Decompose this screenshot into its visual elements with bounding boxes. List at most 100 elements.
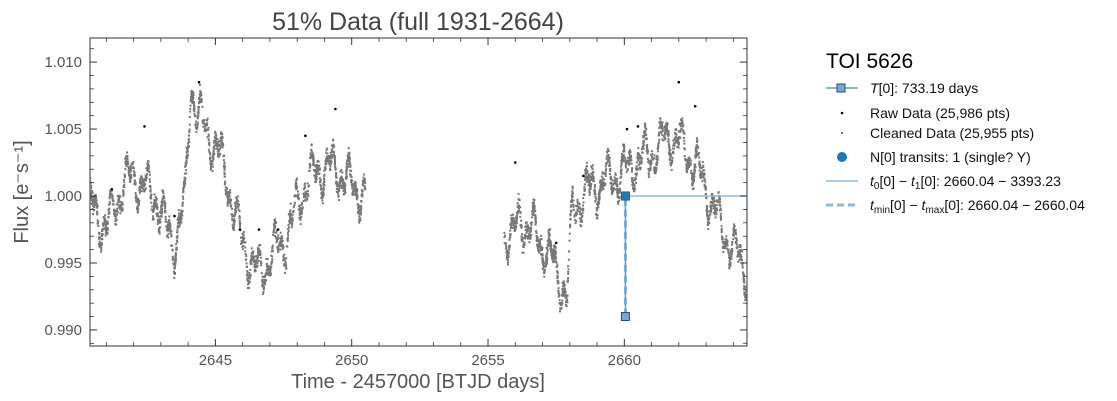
cleaned-point <box>207 135 210 138</box>
cleaned-point <box>744 299 747 302</box>
cleaned-point <box>261 285 264 287</box>
cleaned-point <box>170 244 172 247</box>
cleaned-point <box>130 163 133 166</box>
cleaned-point <box>655 164 658 167</box>
cleaned-point <box>699 172 702 175</box>
cleaned-point <box>179 220 181 223</box>
cleaned-point <box>523 244 526 246</box>
cleaned-point <box>312 162 315 165</box>
cleaned-point <box>303 184 306 187</box>
cleaned-point <box>98 233 101 236</box>
cleaned-point <box>736 250 739 253</box>
cleaned-point <box>364 186 366 189</box>
cleaned-point <box>298 218 301 221</box>
cleaned-point <box>333 159 336 162</box>
cleaned-point <box>693 173 696 176</box>
cleaned-point <box>745 284 747 287</box>
cleaned-point <box>92 199 95 201</box>
cleaned-point <box>608 163 611 166</box>
cleaned-point <box>541 249 543 251</box>
cleaned-point <box>704 188 707 191</box>
cleaned-point <box>351 191 354 194</box>
cleaned-point <box>727 251 730 254</box>
cleaned-point <box>534 221 537 224</box>
cleaned-point <box>174 259 177 262</box>
cleaned-point <box>650 150 653 153</box>
cleaned-point <box>199 91 202 94</box>
cleaned-point <box>548 244 551 247</box>
cleaned-point <box>199 101 202 104</box>
cleaned-point <box>195 120 198 123</box>
cleaned-point <box>595 207 598 210</box>
cleaned-point <box>289 209 292 212</box>
cleaned-point <box>587 184 590 187</box>
cleaned-point <box>234 211 237 214</box>
legend-entry-transits: N[0] transits: 1 (single? Y) <box>837 149 1031 165</box>
cleaned-point <box>289 216 292 219</box>
cleaned-point <box>315 167 318 170</box>
cleaned-point <box>191 90 194 93</box>
cleaned-point <box>547 238 550 241</box>
cleaned-point <box>682 124 685 127</box>
cleaned-point <box>728 260 731 263</box>
cleaned-point <box>634 173 637 176</box>
cleaned-point <box>519 215 522 218</box>
cleaned-point <box>265 269 268 271</box>
cleaned-point <box>731 249 734 252</box>
raw-point <box>197 80 201 84</box>
cleaned-point <box>668 150 671 153</box>
cleaned-point <box>146 166 149 169</box>
cleaned-point <box>358 213 361 216</box>
cleaned-point <box>142 179 144 182</box>
cleaned-point <box>516 205 519 208</box>
cleaned-point <box>564 296 567 299</box>
cleaned-point <box>214 131 217 134</box>
cleaned-point <box>314 169 317 172</box>
cleaned-point <box>186 154 188 157</box>
cleaned-point <box>644 123 647 126</box>
cleaned-point <box>539 245 542 248</box>
cleaned-point <box>245 266 248 268</box>
cleaned-point <box>722 242 725 245</box>
cleaned-point <box>719 204 722 207</box>
cleaned-point <box>216 138 219 141</box>
cleaned-point <box>123 178 126 181</box>
cleaned-point <box>98 237 100 240</box>
cleaned-point <box>731 243 733 246</box>
cleaned-point <box>309 152 312 155</box>
cleaned-point <box>177 222 180 225</box>
cleaned-point <box>503 236 506 238</box>
cleaned-point <box>216 147 219 150</box>
cleaned-point <box>193 101 195 104</box>
cleaned-point <box>268 268 271 271</box>
cleaned-point <box>282 259 285 261</box>
cleaned-point <box>728 254 731 257</box>
cleaned-point <box>718 209 721 212</box>
cleaned-point <box>672 139 675 142</box>
cleaned-point <box>95 202 98 205</box>
cleaned-point <box>137 203 140 206</box>
raw-point <box>334 107 337 111</box>
cleaned-point <box>583 188 586 190</box>
cleaned-point <box>103 217 106 220</box>
cleaned-point <box>92 204 94 207</box>
cleaned-point <box>192 108 195 110</box>
cleaned-point <box>358 215 361 218</box>
cleaned-point <box>688 159 691 162</box>
cleaned-point <box>672 150 675 153</box>
cleaned-point <box>119 201 122 204</box>
cleaned-point <box>180 213 183 216</box>
cleaned-point <box>725 235 728 238</box>
cleaned-point <box>155 196 158 199</box>
cleaned-point <box>697 153 700 156</box>
cleaned-point <box>176 239 178 242</box>
cleaned-point <box>581 211 584 214</box>
cleaned-point <box>106 221 109 224</box>
cleaned-point <box>165 225 168 228</box>
cleaned-point <box>627 159 630 162</box>
cleaned-point <box>95 206 98 209</box>
cleaned-point <box>726 241 729 244</box>
cleaned-point <box>185 161 188 163</box>
cleaned-point <box>93 205 96 208</box>
cleaned-point <box>314 181 317 183</box>
